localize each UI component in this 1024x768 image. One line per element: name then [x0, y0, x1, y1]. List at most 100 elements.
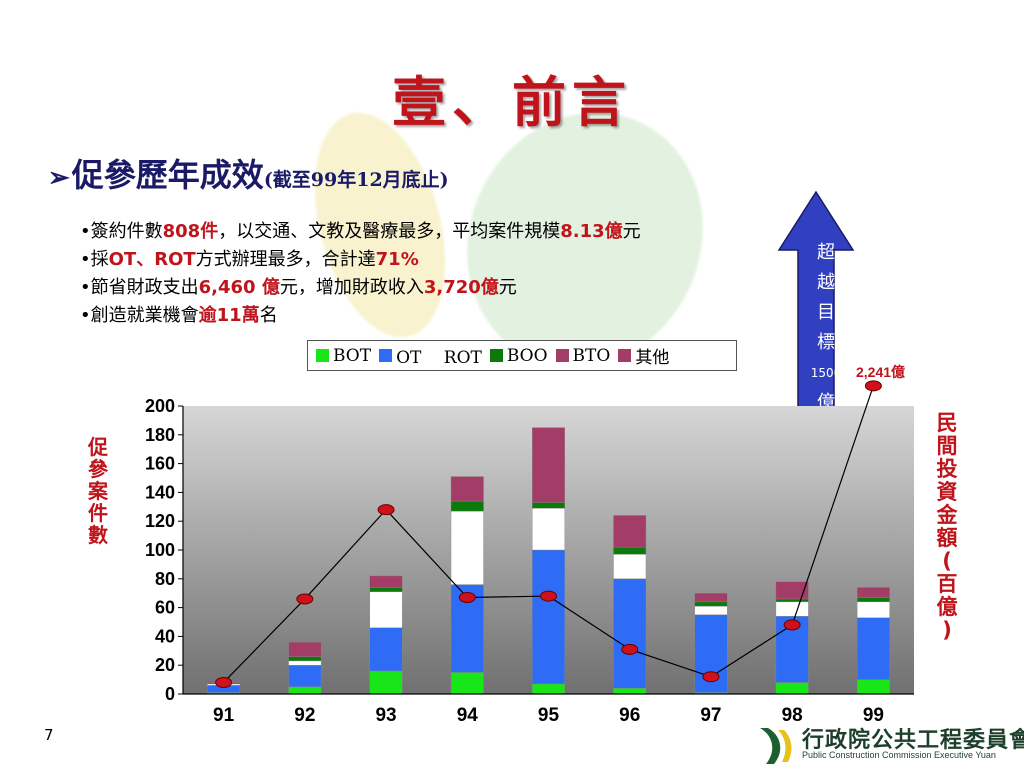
axis-label-char: 億 — [936, 595, 958, 619]
bullet-text: 元 — [498, 277, 517, 298]
axis-label-char: 促 — [88, 435, 108, 459]
bullet-highlight: 11萬 — [216, 305, 260, 326]
slide-title: 壹、前言 — [392, 70, 632, 134]
legend-item: BOT — [316, 346, 371, 366]
y-tick-label: 40 — [155, 626, 175, 646]
bar-segment-rot — [207, 683, 241, 686]
bullet-highlight: 808件 — [162, 221, 219, 242]
bar-segment-bot — [207, 692, 241, 695]
x-tick-label: 97 — [700, 705, 721, 726]
bar-segment-rot — [288, 660, 322, 666]
bar-segment-rot — [694, 605, 728, 615]
logo-english-name: Public Construction Commission Executive… — [802, 750, 996, 760]
bar-segment-boo — [694, 601, 728, 607]
bar-segment-boo — [369, 587, 403, 592]
legend-item: OT ROT — [379, 343, 482, 368]
axis-label-char: 金 — [936, 503, 958, 527]
subtitle-main: 促參歷年成效 — [71, 156, 264, 194]
bar-segment-ot — [613, 578, 647, 689]
arrow-text-line: 目 — [817, 302, 835, 323]
bar-segment-bto — [369, 575, 403, 588]
arrow-text-line: 超 — [817, 242, 835, 263]
legend-label: BTO — [572, 345, 611, 366]
bar-segment-ot — [369, 627, 403, 672]
bar-segment-bot — [369, 670, 403, 695]
bar-segment-ot — [450, 584, 484, 673]
bullet-text: 名 — [259, 305, 278, 326]
investment-point — [702, 671, 720, 683]
y-tick-label: 160 — [145, 454, 175, 474]
x-tick-label: 93 — [375, 705, 396, 726]
investment-point — [540, 590, 557, 602]
bar-segment-rot — [775, 601, 809, 617]
x-tick-label: 95 — [538, 705, 560, 726]
axis-label-char: 件 — [88, 501, 108, 525]
axis-label-char: 案 — [88, 479, 108, 503]
y-tick-label: 100 — [145, 540, 175, 560]
bullet-item: •創造就業機會逾11萬名 — [80, 302, 641, 330]
x-tick-label: 94 — [457, 705, 479, 726]
y-tick-label: 80 — [155, 569, 175, 589]
axis-label-char: 額 — [936, 526, 958, 550]
investment-point — [458, 592, 476, 604]
bullet-list: •簽約件數808件，以交通、文教及醫療最多，平均案件規模8.13億元 •採OT、R… — [80, 218, 641, 330]
axis-label-char: 民 — [936, 411, 958, 435]
bar-segment-ot — [694, 614, 728, 693]
bar-segment-ot — [288, 665, 322, 688]
bullet-text: •節省財政支出 — [80, 277, 199, 298]
bar-segment-bot — [532, 683, 565, 695]
bullet-item: •簽約件數808件，以交通、文教及醫療最多，平均案件規模8.13億元 — [80, 218, 641, 246]
legend-swatch — [316, 349, 329, 362]
logo-chinese-name: 行政院公共工程委員會 — [802, 728, 1024, 753]
legend-swatch — [555, 349, 569, 362]
bullet-highlight: 逾 — [198, 305, 217, 326]
y-tick-label: 120 — [145, 511, 175, 531]
bar-segment-ot — [207, 685, 241, 693]
bar-segment-bto — [450, 476, 484, 502]
bullet-text: •採 — [80, 249, 109, 270]
page-number: 7 — [44, 726, 54, 744]
bar-segment-rot — [856, 601, 890, 618]
axis-label-char: ( — [942, 549, 952, 573]
x-tick-label: 92 — [294, 705, 315, 726]
bullet-item: •節省財政支出6,460 億元，增加財政收入3,720億元 — [80, 274, 641, 302]
bar-segment-bto — [856, 587, 890, 598]
axis-label-char: 間 — [936, 434, 958, 458]
investment-callout: 2,241億 — [856, 364, 906, 380]
bar-segment-ot — [775, 616, 809, 683]
x-tick-label: 91 — [213, 705, 235, 726]
bullet-highlight: 71% — [375, 249, 419, 270]
investment-point — [296, 593, 314, 605]
axis-label-char: ) — [942, 618, 952, 642]
bar-segment-bot — [450, 672, 484, 695]
plot-area — [183, 406, 914, 694]
bar-segment-boo — [775, 598, 809, 603]
bar-segment-bto — [532, 427, 565, 503]
bar-segment-rot — [532, 508, 565, 551]
axis-label-char: 投 — [936, 457, 958, 481]
bar-segment-rot — [369, 591, 403, 628]
bar-segment-bto — [613, 515, 647, 548]
bar-segment-bto — [288, 641, 322, 657]
bar-segment-bot — [856, 679, 890, 695]
bullet-highlight: 3,720億 — [423, 277, 499, 298]
legend-swatch — [618, 349, 632, 362]
organization-logo: 行政院公共工程委員會 Public Construction Commissio… — [756, 722, 1024, 766]
bar-segment-bot — [288, 686, 322, 695]
bullet-text: 元，增加財政收入 — [279, 277, 424, 298]
bar-segment-rot — [450, 510, 484, 585]
x-tick-label: 96 — [619, 705, 640, 726]
slide-subtitle: ➢促參歷年成效(截至99年12月底止) — [48, 150, 449, 196]
bullet-text: •創造就業機會 — [80, 305, 199, 326]
bar-segment-ot — [856, 617, 890, 680]
bar-segment-boo — [856, 597, 890, 603]
bar-segment-bto — [775, 581, 809, 600]
bar-segment-ot — [532, 549, 565, 685]
target-arrow-text: 超越目標 1500 億 — [806, 238, 846, 418]
bar-segment-bto — [694, 593, 728, 603]
bullet-text: 元 — [622, 221, 641, 242]
legend-swatch — [489, 349, 503, 362]
bullet-highlight: OT、ROT — [108, 249, 196, 270]
axis-label-char: 百 — [936, 572, 958, 596]
bar-segment-boo — [288, 656, 322, 662]
